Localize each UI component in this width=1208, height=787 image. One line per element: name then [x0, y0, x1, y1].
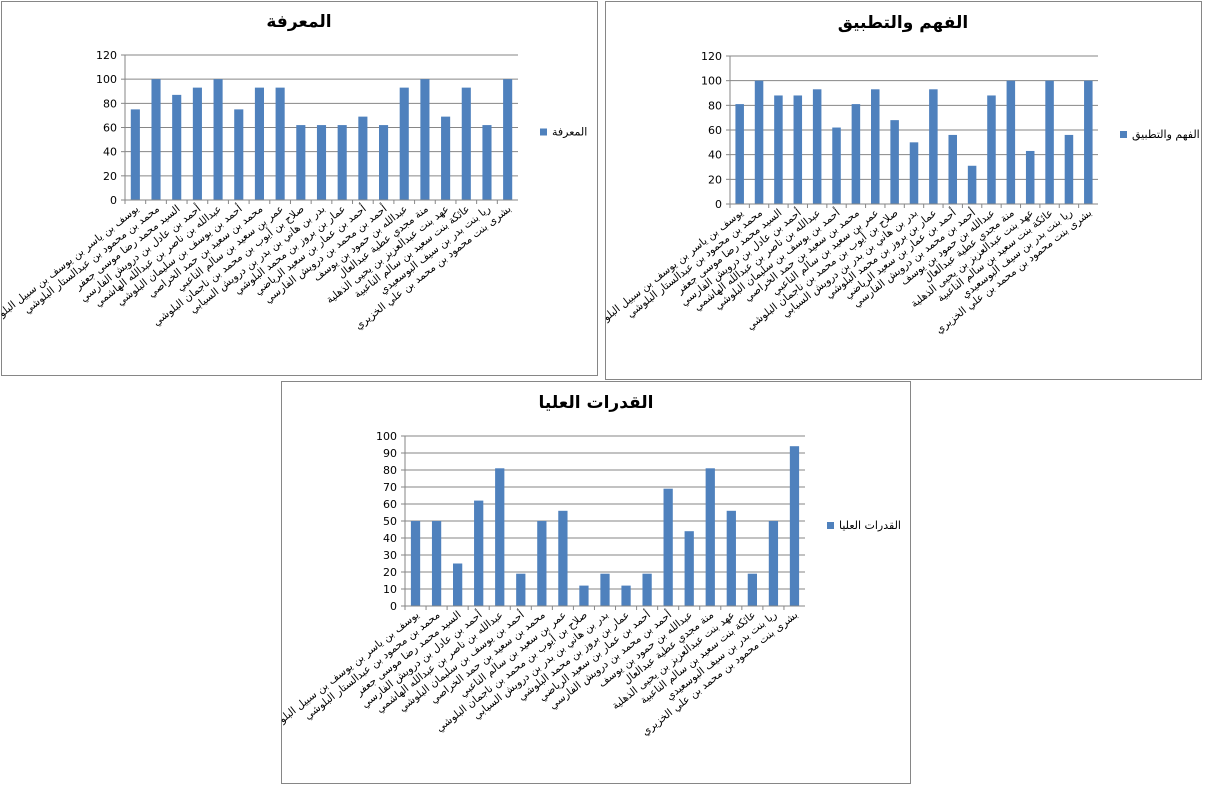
bar — [621, 585, 631, 606]
bar — [461, 87, 471, 200]
bar — [851, 104, 861, 204]
legend-swatch — [827, 522, 834, 529]
y-tick-label: 80 — [383, 464, 397, 477]
bar — [410, 521, 421, 606]
bar — [747, 573, 757, 606]
bar — [516, 573, 526, 606]
y-tick-label: 20 — [383, 566, 397, 579]
chart-border — [281, 381, 911, 784]
y-tick-label: 100 — [96, 73, 117, 86]
bar — [967, 165, 977, 204]
bar — [130, 109, 140, 200]
y-tick-label: 20 — [103, 170, 117, 183]
y-tick-label: 120 — [701, 50, 722, 63]
bar — [474, 500, 484, 606]
bar — [431, 521, 442, 606]
y-tick-label: 80 — [103, 97, 117, 110]
bar — [503, 79, 513, 200]
bar — [705, 468, 715, 606]
bar — [684, 531, 694, 606]
bar — [213, 79, 223, 200]
bar — [495, 468, 505, 606]
bar — [399, 87, 409, 200]
legend-label: المعرفة — [552, 126, 587, 139]
bar — [537, 521, 547, 606]
bar — [735, 104, 744, 204]
bar — [1084, 80, 1093, 204]
bar — [316, 125, 327, 200]
y-tick-label: 40 — [708, 149, 722, 162]
bar — [754, 80, 764, 204]
y-tick-label: 60 — [708, 124, 722, 137]
chart-border — [605, 1, 1202, 380]
chart: القدرات العليا 0 10 20 30 40 50 60 70 80 90 100 القد… — [281, 381, 911, 784]
y-tick-label: 50 — [383, 515, 397, 528]
bar — [358, 116, 368, 200]
y-tick-label: 0 — [390, 600, 397, 613]
bar — [275, 87, 285, 200]
bar — [793, 95, 803, 204]
y-tick-label: 120 — [96, 49, 117, 62]
bar — [482, 125, 492, 200]
legend-label: القدرات العليا — [839, 519, 901, 532]
y-tick-label: 20 — [708, 173, 722, 186]
bar — [453, 563, 463, 606]
bar — [812, 89, 822, 204]
bar — [192, 87, 202, 200]
bar — [151, 79, 161, 200]
bar — [1045, 80, 1054, 204]
bar — [172, 94, 182, 200]
chart-title: المعرفة — [266, 12, 331, 32]
bar — [1006, 80, 1016, 204]
bar — [929, 89, 938, 204]
bar — [296, 125, 306, 200]
y-tick-label: 90 — [383, 447, 397, 460]
bar — [337, 125, 347, 200]
bar — [579, 585, 589, 606]
bar — [987, 95, 996, 204]
legend-swatch — [540, 128, 547, 136]
chart-border — [1, 1, 598, 376]
chart: الفهم والتطبيق 0 20 40 60 80 100 120 الفهم والتط… — [605, 1, 1202, 380]
bar — [768, 521, 779, 606]
y-tick-label: 100 — [701, 75, 722, 88]
bar — [726, 510, 736, 606]
legend-swatch — [1120, 131, 1127, 138]
bar — [871, 89, 880, 204]
y-tick-label: 70 — [383, 481, 397, 494]
y-tick-label: 30 — [383, 549, 397, 562]
bar — [379, 125, 389, 200]
y-tick-label: 0 — [110, 194, 117, 207]
chart-title: القدرات العليا — [539, 393, 654, 413]
y-tick-label: 40 — [383, 532, 397, 545]
legend-label: الفهم والتطبيق — [1132, 128, 1200, 142]
y-tick-label: 100 — [376, 430, 397, 443]
bar — [832, 127, 841, 204]
bar — [663, 488, 673, 606]
bar — [254, 87, 264, 200]
bar — [600, 573, 610, 606]
bar — [890, 120, 899, 204]
y-tick-label: 80 — [708, 99, 722, 112]
bar — [909, 142, 919, 204]
y-tick-label: 40 — [103, 146, 117, 159]
bar — [948, 134, 957, 204]
bar — [558, 510, 568, 606]
bar — [1064, 134, 1074, 204]
bar — [774, 95, 783, 204]
y-tick-label: 10 — [383, 583, 397, 596]
chart-title: الفهم والتطبيق — [838, 13, 968, 33]
bar — [441, 116, 451, 200]
y-tick-label: 0 — [715, 198, 722, 211]
bar — [642, 573, 652, 606]
y-tick-label: 60 — [103, 122, 117, 135]
bar — [789, 446, 800, 606]
y-tick-label: 60 — [383, 498, 397, 511]
bar — [420, 79, 430, 200]
bar — [1025, 150, 1035, 204]
bar — [234, 109, 244, 200]
